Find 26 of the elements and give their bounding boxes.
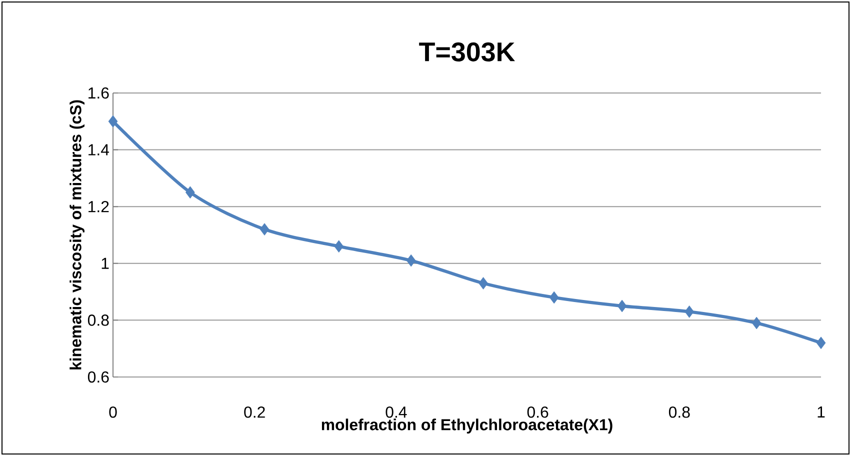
- point: [684, 305, 694, 318]
- y-tick-label: 1.4: [88, 144, 110, 156]
- point: [334, 240, 344, 253]
- point: [186, 186, 195, 199]
- point: [478, 277, 488, 290]
- x-tick-label: 0.2: [244, 406, 265, 418]
- x-tick-label: 1: [818, 406, 825, 418]
- x-tick-label: 0: [109, 406, 117, 418]
- y-axis-title: kinematic viscosity of mixtures (cS): [70, 100, 84, 370]
- x-tick-label: 0.4: [386, 406, 407, 418]
- chart-title: T=303K: [419, 42, 515, 62]
- y-tick-label: 1.2: [88, 201, 109, 212]
- point: [816, 336, 826, 350]
- y-tick-label: 0.8: [88, 314, 109, 326]
- x-axis-title: molefraction of Ethylchloroacetate(X1): [322, 418, 612, 434]
- point: [617, 300, 627, 312]
- x-tick-label: 0.8: [668, 406, 690, 418]
- point: [108, 115, 118, 128]
- point: [549, 291, 559, 304]
- y-tick-label: 0.6: [88, 371, 109, 383]
- point: [260, 223, 270, 236]
- y-tick-label: 1: [102, 258, 109, 269]
- point: [752, 316, 762, 330]
- y-tick-label: 1.6: [88, 87, 109, 99]
- point: [406, 254, 416, 267]
- x-tick-label: 0.6: [527, 406, 548, 418]
